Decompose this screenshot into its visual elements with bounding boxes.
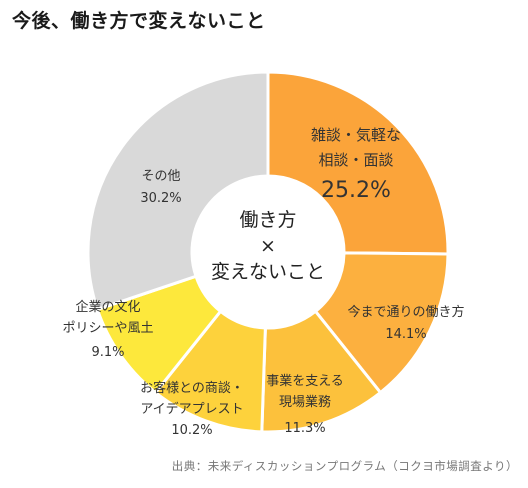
slice-value-4: 10.2%: [171, 423, 212, 438]
donut-slice-1: [266, 70, 450, 256]
center-label-line-2: ×: [260, 235, 276, 257]
slice-label-2-line-1: 今まで通りの働き方: [347, 304, 464, 320]
donut-hole: [193, 177, 343, 327]
donut-slice-6: [86, 70, 270, 312]
slice-label-3-line-2: 現場業務: [279, 394, 331, 410]
chart-title: 今後、働き方で変えないこと: [12, 10, 266, 32]
slice-label-5-line-1: 企業の文化: [75, 299, 140, 315]
slice-label-4-line-2: アイデアプレスト: [140, 401, 243, 417]
donut-slices: [86, 70, 450, 434]
center-label: 働き方 × 変えないこと: [211, 209, 325, 283]
slice-label-6-line-1: その他: [141, 169, 180, 184]
slice-label-4-line-1: お客様との商談・: [140, 380, 244, 396]
slice-value-6: 30.2%: [140, 191, 181, 206]
slice-label-3-line-1: 事業を支える: [266, 373, 344, 389]
center-label-line-3: 変えないこと: [211, 261, 325, 283]
donut-slice-2: [313, 251, 450, 395]
slice-label-1-line-2: 相談・面談: [318, 151, 393, 169]
center-label-line-1: 働き方: [239, 209, 296, 231]
slice-value-3: 11.3%: [284, 421, 325, 436]
slice-label-5-line-2: ポリシーや風土: [62, 321, 153, 336]
slice-label-1-line-1: 雑談・気軽な: [311, 126, 401, 144]
source-note: 出典：未来ディスカッションプログラム（コクヨ市場調査より）: [171, 459, 518, 473]
slice-value-2: 14.1%: [385, 327, 426, 342]
slice-value-5: 9.1%: [91, 345, 124, 360]
slice-value-1: 25.2%: [321, 178, 391, 203]
